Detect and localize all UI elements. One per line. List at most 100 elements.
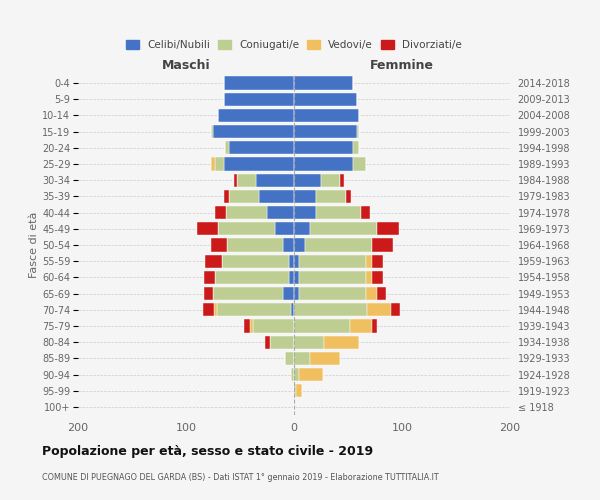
Bar [203,303,214,316]
Bar [205,270,215,284]
Bar [229,190,259,203]
Bar [294,238,305,252]
Bar [294,222,310,235]
Bar [294,336,324,349]
Bar [275,222,294,235]
Bar [294,206,316,220]
Bar [267,206,294,220]
Bar [299,270,367,284]
Bar [294,174,321,187]
Bar [205,287,213,300]
Bar [215,270,289,284]
Bar [321,174,340,187]
Bar [299,287,367,300]
Bar [286,352,294,365]
Bar [233,174,237,187]
Bar [346,190,351,203]
Bar [229,141,294,154]
Bar [244,320,250,332]
Bar [213,125,294,138]
Y-axis label: Fasce di età: Fasce di età [29,212,39,278]
Bar [289,270,294,284]
Bar [299,368,323,381]
Bar [256,174,294,187]
Bar [294,303,367,316]
Bar [253,320,294,332]
Text: COMUNE DI PUEGNAGO DEL GARDA (BS) - Dati ISTAT 1° gennaio 2019 - Elaborazione TU: COMUNE DI PUEGNAGO DEL GARDA (BS) - Dati… [42,472,439,482]
Bar [372,270,383,284]
Text: Popolazione per età, sesso e stato civile - 2019: Popolazione per età, sesso e stato civil… [42,445,373,458]
Bar [353,141,359,154]
Bar [377,287,386,300]
Bar [211,158,215,170]
Bar [205,254,221,268]
Bar [294,287,299,300]
Bar [265,336,270,349]
Bar [211,238,227,252]
Bar [250,320,253,332]
Bar [224,92,294,106]
Bar [356,125,359,138]
Bar [224,190,229,203]
Bar [270,336,294,349]
Bar [214,303,217,316]
Bar [217,303,291,316]
Bar [224,76,294,90]
Bar [361,206,370,220]
Bar [218,222,275,235]
Bar [367,287,377,300]
Bar [294,158,353,170]
Bar [215,206,226,220]
Bar [294,141,353,154]
Bar [224,158,294,170]
Bar [294,368,299,381]
Text: Maschi: Maschi [161,59,211,72]
Bar [310,352,340,365]
Bar [225,141,229,154]
Bar [218,109,294,122]
Bar [305,238,372,252]
Bar [227,238,283,252]
Bar [391,303,400,316]
Bar [340,174,344,187]
Bar [197,222,218,235]
Bar [294,92,356,106]
Bar [283,287,294,300]
Bar [291,303,294,316]
Text: Femmine: Femmine [370,59,434,72]
Bar [294,384,296,398]
Bar [367,303,391,316]
Bar [316,206,361,220]
Bar [237,174,256,187]
Bar [372,320,377,332]
Bar [367,254,372,268]
Bar [372,238,394,252]
Bar [377,222,399,235]
Bar [211,125,213,138]
Bar [283,238,294,252]
Bar [291,368,294,381]
Bar [294,254,299,268]
Bar [294,320,350,332]
Bar [324,336,359,349]
Bar [289,254,294,268]
Bar [294,190,316,203]
Bar [215,158,224,170]
Bar [310,222,377,235]
Bar [367,270,372,284]
Bar [294,76,353,90]
Bar [294,270,299,284]
Bar [259,190,294,203]
Bar [299,254,367,268]
Bar [294,125,356,138]
Bar [213,287,283,300]
Bar [296,384,302,398]
Bar [350,320,372,332]
Bar [226,206,267,220]
Bar [316,190,346,203]
Legend: Celibi/Nubili, Coniugati/e, Vedovi/e, Divorziati/e: Celibi/Nubili, Coniugati/e, Vedovi/e, Di… [122,36,466,54]
Bar [221,254,289,268]
Bar [294,109,359,122]
Bar [353,158,367,170]
Bar [294,352,310,365]
